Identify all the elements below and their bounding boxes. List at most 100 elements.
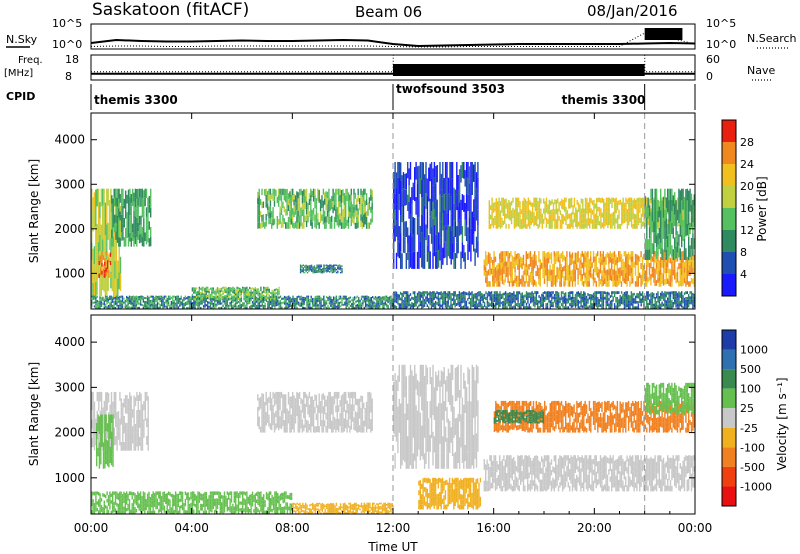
heatmap-cell	[278, 194, 280, 201]
heatmap-cell	[447, 293, 449, 297]
heatmap-cell	[686, 200, 688, 213]
heatmap-cell	[367, 300, 370, 303]
heatmap-cell	[623, 292, 626, 295]
heatmap-cell	[407, 302, 409, 306]
heatmap-cell	[303, 209, 305, 216]
heatmap-cell	[435, 251, 437, 269]
heatmap-cell	[316, 297, 318, 300]
heatmap-cell	[594, 213, 596, 219]
heatmap-cell	[564, 268, 567, 275]
heatmap-cell	[553, 262, 555, 268]
heatmap-cell	[353, 296, 356, 299]
heatmap-cell	[432, 185, 434, 202]
heatmap-cell	[324, 269, 327, 271]
heatmap-cell	[230, 287, 233, 290]
heatmap-cell	[581, 251, 583, 257]
heatmap-cell	[109, 306, 111, 309]
heatmap-cell	[137, 197, 139, 206]
heatmap-cell	[260, 300, 262, 303]
heatmap-cell	[356, 299, 358, 302]
heatmap-cell	[341, 303, 343, 306]
heatmap-cell	[296, 222, 298, 229]
heatmap-cell	[338, 268, 340, 270]
heatmap-cell	[596, 198, 598, 204]
heatmap-cell	[197, 293, 199, 296]
heatmap-cell	[415, 295, 417, 299]
heatmap-cell	[552, 216, 555, 222]
heatmap-cell	[665, 207, 667, 219]
heatmap-cell	[95, 303, 97, 306]
heatmap-cell	[685, 189, 687, 201]
heatmap-cell	[506, 261, 508, 267]
heatmap-cell	[350, 213, 352, 220]
heatmap-cell	[262, 214, 265, 221]
heatmap-cell	[587, 257, 589, 264]
heatmap-cell	[331, 299, 333, 302]
heatmap-cell	[651, 210, 654, 222]
heatmap-cell	[461, 292, 463, 295]
heatmap-cell	[514, 277, 516, 284]
heatmap-cell	[579, 209, 581, 215]
heatmap-cell	[193, 301, 195, 304]
heatmap-cell	[400, 233, 402, 252]
heatmap-cell	[626, 275, 628, 282]
heatmap-cell	[126, 298, 128, 301]
heatmap-cell	[538, 273, 540, 280]
heatmap-cell	[108, 233, 111, 250]
heatmap-cell	[657, 199, 659, 212]
heatmap-cell	[570, 305, 572, 308]
heatmap-cell	[287, 193, 290, 200]
heatmap-cell	[332, 201, 334, 208]
heatmap-cell	[298, 202, 301, 209]
heatmap-cell	[595, 270, 597, 276]
heatmap-cell	[548, 297, 550, 300]
heatmap-cell	[321, 195, 323, 202]
heatmap-cell	[647, 207, 649, 219]
heatmap-cell	[571, 281, 574, 287]
heatmap-cell	[322, 188, 325, 195]
heatmap-cell	[628, 220, 630, 226]
heatmap-cell	[418, 299, 420, 302]
heatmap-cell	[335, 264, 338, 266]
heatmap-cell	[92, 265, 94, 283]
heatmap-cell	[521, 300, 523, 304]
heatmap-cell	[525, 277, 527, 284]
heatmap-cell	[611, 269, 613, 276]
heatmap-cell	[681, 223, 683, 236]
heatmap-cell	[559, 297, 561, 301]
heatmap-cell	[554, 214, 556, 219]
heatmap-cell	[260, 286, 262, 289]
heatmap-cell	[404, 221, 406, 238]
heatmap-cell	[679, 225, 681, 237]
heatmap-cell	[236, 293, 238, 296]
heatmap-cell	[650, 262, 652, 269]
heatmap-cell	[350, 201, 352, 208]
heatmap-cell	[444, 209, 447, 226]
heatmap-cell	[488, 209, 490, 215]
heatmap-cell	[277, 303, 279, 306]
heatmap-cell	[511, 306, 514, 309]
heatmap-cell	[671, 260, 673, 266]
heatmap-cell	[202, 288, 205, 291]
heatmap-cell	[235, 303, 237, 305]
heatmap-cell	[204, 294, 206, 296]
heatmap-cell	[542, 306, 544, 309]
heatmap-cell	[597, 267, 599, 273]
heatmap-cell	[292, 304, 294, 307]
heatmap-cell	[335, 305, 338, 308]
heatmap-cell	[342, 195, 344, 203]
heatmap-cell	[256, 296, 258, 299]
heatmap-cell	[215, 305, 217, 308]
heatmap-cell	[688, 190, 690, 203]
heatmap-cell	[467, 243, 469, 260]
heatmap-cell	[195, 287, 198, 290]
heatmap-cell	[437, 250, 440, 268]
heatmap-cell	[254, 293, 256, 296]
heatmap-cell	[639, 207, 641, 213]
heatmap-cell	[672, 249, 674, 260]
heatmap-cell	[240, 295, 242, 298]
heatmap-cell	[296, 298, 298, 301]
heatmap-cell	[105, 251, 107, 256]
heatmap-cell	[204, 290, 206, 292]
heatmap-cell	[183, 307, 185, 309]
